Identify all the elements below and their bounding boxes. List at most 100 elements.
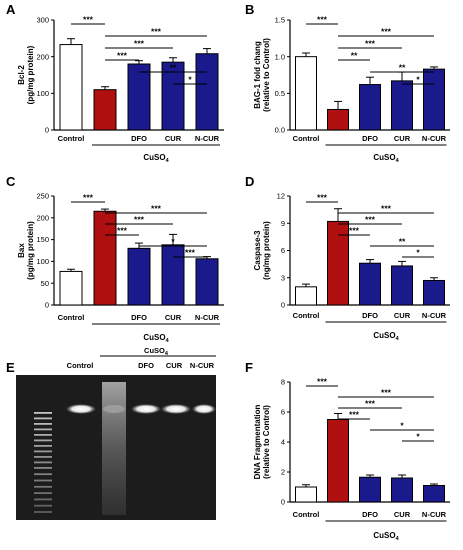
significance-label: *** — [117, 226, 128, 236]
gel-ladder-band — [34, 445, 52, 447]
y-tick-label: 100 — [36, 89, 49, 98]
gel-ladder-band — [34, 450, 52, 453]
y-axis-label: (ng/mg protein) — [262, 221, 271, 280]
gel-panel: E CuSO4 Control DFO CUR N-CUR — [6, 346, 216, 520]
y-axis-label: (pg/mg protein) — [26, 221, 35, 280]
gel-lane-label-cur: CUR — [166, 361, 183, 370]
significance-label: *** — [349, 226, 360, 236]
significance-label: * — [416, 75, 420, 85]
significance-label: *** — [317, 193, 328, 203]
chart-panel-F: F 0 2 4 6 8 DNA Fragmentation (relative to Cont… — [245, 360, 450, 542]
category-label: Control — [58, 134, 85, 143]
significance-label: *** — [349, 410, 360, 420]
bar-control — [59, 44, 83, 131]
bar-dfo — [127, 63, 151, 131]
significance-label: *** — [185, 248, 196, 258]
chart-panel-A: A 0 100 200 300 Bcl-2 (pg/mg protein) Control DF… — [6, 2, 224, 164]
y-tick-label: 50 — [41, 279, 49, 288]
significance-label: ** — [170, 63, 177, 73]
category-label: Control — [293, 134, 320, 143]
y-tick-label: 100 — [36, 257, 49, 266]
significance-label: * — [416, 248, 420, 258]
y-tick-label: 0 — [281, 498, 285, 507]
gel-ladder — [34, 412, 52, 513]
significance-label: * — [400, 421, 404, 431]
category-label: CUR — [394, 134, 411, 143]
y-tick-label: 6 — [281, 408, 285, 417]
significance-label: *** — [134, 215, 145, 225]
bar-cur — [391, 477, 413, 503]
bar-n-cur — [195, 258, 219, 306]
gel-ladder-band — [34, 467, 52, 469]
category-label: Control — [293, 311, 320, 320]
significance-label: * — [188, 75, 192, 85]
panel-letter-E: E — [6, 360, 15, 375]
y-axis-label: (relative to Control) — [262, 38, 271, 112]
panel-letter-C: C — [6, 174, 16, 189]
significance-label: *** — [83, 193, 94, 203]
gel-ladder-band — [34, 439, 52, 442]
y-tick-label: 150 — [36, 235, 49, 244]
group-label: CuSO4 — [143, 333, 169, 344]
bar-cuso4 — [327, 419, 349, 503]
significance-label: *** — [151, 27, 162, 37]
significance-label: *** — [134, 39, 145, 49]
category-label: DFO — [131, 313, 147, 322]
bar-n-cur — [195, 53, 219, 131]
gel-band-dfo — [131, 404, 161, 414]
y-tick-label: 0.0 — [275, 126, 285, 135]
y-axis-label: Bcl-2 — [17, 65, 26, 85]
y-tick-label: 4 — [281, 438, 285, 447]
group-label: CuSO4 — [373, 331, 399, 342]
category-label: CUR — [394, 510, 411, 519]
bar-cur — [391, 80, 413, 131]
category-label: Control — [293, 510, 320, 519]
bar-n-cur — [423, 485, 445, 503]
category-label: DFO — [362, 134, 378, 143]
y-axis-label: Bax — [17, 243, 26, 258]
group-label: CuSO4 — [373, 531, 399, 542]
significance-label: *** — [381, 27, 392, 37]
gel-lane-label-dfo: DFO — [138, 361, 154, 370]
category-label: Control — [58, 313, 85, 322]
significance-label: *** — [365, 39, 376, 49]
y-axis-label: (pg/mg protein) — [26, 45, 35, 104]
gel-group-label: CuSO4 — [144, 346, 169, 357]
y-axis-label: BAG-1 fold chang — [253, 41, 262, 109]
gel-band-cur — [161, 404, 191, 414]
gel-ladder-band — [34, 423, 52, 425]
significance-label: * — [171, 237, 175, 247]
significance-label: *** — [117, 51, 128, 61]
significance-label: *** — [317, 15, 328, 25]
y-tick-label: 0 — [45, 126, 49, 135]
gel-ladder-band — [34, 504, 52, 507]
y-tick-label: 6 — [281, 246, 285, 255]
category-label: DFO — [362, 311, 378, 320]
gel-ladder-band — [34, 473, 52, 476]
significance-label: ** — [351, 51, 358, 61]
bar-cuso4 — [327, 108, 349, 131]
gel-ladder-band — [34, 485, 52, 488]
gel-ladder-band — [34, 428, 52, 431]
gel-lane-label-ncur: N-CUR — [190, 361, 215, 370]
y-tick-label: 3 — [281, 273, 285, 282]
significance-label: *** — [381, 388, 392, 398]
category-label: N-CUR — [422, 134, 447, 143]
y-tick-label: 9 — [281, 219, 285, 228]
significance-label: *** — [151, 204, 162, 214]
bar-dfo — [359, 262, 381, 306]
group-label: CuSO4 — [373, 153, 399, 164]
bar-dfo — [359, 84, 381, 131]
panel-letter-F: F — [245, 360, 253, 375]
gel-ladder-band — [34, 412, 52, 414]
y-tick-label: 250 — [36, 192, 49, 201]
y-tick-label: 0.5 — [275, 89, 285, 98]
category-label: DFO — [131, 134, 147, 143]
y-tick-label: 200 — [36, 213, 49, 222]
bar-cuso4 — [93, 210, 117, 306]
category-label: N-CUR — [422, 510, 447, 519]
bar-dfo — [359, 476, 381, 503]
y-tick-label: 1.5 — [275, 16, 285, 25]
category-label: CUR — [394, 311, 411, 320]
category-label: N-CUR — [195, 313, 220, 322]
